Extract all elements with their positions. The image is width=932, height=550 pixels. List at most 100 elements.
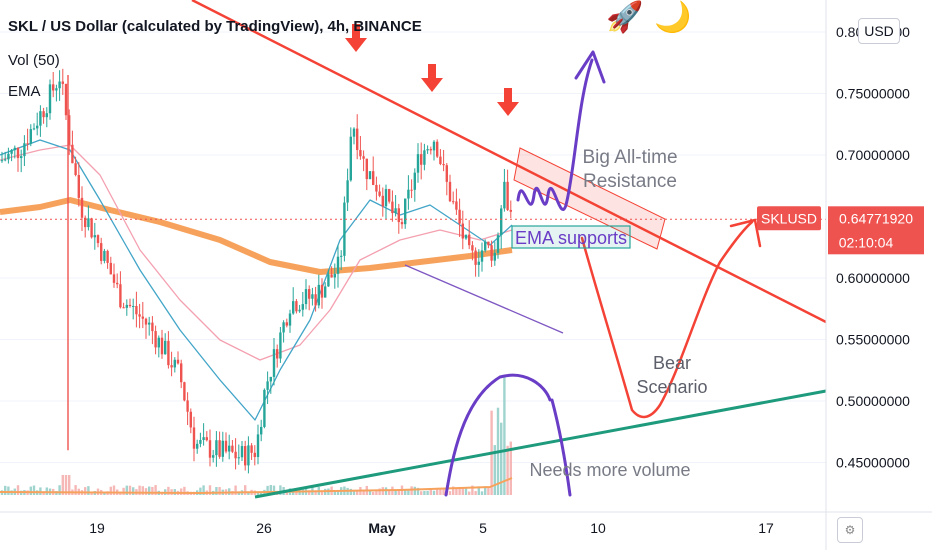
candle-body	[141, 316, 144, 319]
candle-body	[61, 81, 64, 84]
candle-body	[90, 218, 93, 238]
candle-body	[298, 309, 301, 312]
volume-bar	[404, 489, 407, 495]
volume-bar	[199, 487, 202, 495]
drawings: Big All-time Resistance Bear Scenario EMA su…	[0, 0, 827, 499]
candle-body	[55, 88, 58, 91]
volume-bar	[333, 491, 336, 495]
candle-body	[205, 437, 208, 441]
candle-body	[432, 141, 436, 151]
candle-body	[340, 255, 343, 257]
candle-body	[471, 245, 474, 251]
candle-body	[109, 262, 112, 275]
volume-bar	[87, 486, 90, 495]
ema-supports-label: EMA supports	[515, 228, 627, 248]
candle-body	[317, 284, 320, 306]
candle-body	[135, 305, 138, 315]
volume-bar	[16, 485, 20, 495]
volume-bar	[84, 487, 87, 495]
candle-body	[48, 84, 52, 114]
candle-body	[58, 81, 61, 89]
candle-body	[477, 261, 480, 265]
candle-body	[400, 222, 404, 225]
candle-body	[439, 156, 442, 165]
candle-body	[503, 181, 506, 209]
x-tick-label: May	[368, 520, 395, 536]
ema-lines	[0, 139, 513, 494]
candle-body	[148, 322, 151, 325]
volume-bar	[410, 486, 413, 495]
volume-bar	[61, 475, 64, 495]
rocket-icon: 🚀	[606, 1, 644, 34]
volume-bar	[151, 486, 154, 495]
volume-bar	[64, 475, 68, 495]
candle-body	[346, 180, 349, 203]
candle-body	[138, 314, 141, 317]
candle-body	[192, 427, 196, 449]
candle-body	[397, 208, 400, 223]
volume-bar	[429, 488, 432, 495]
candle-body	[496, 235, 500, 253]
candle-body	[343, 202, 346, 256]
volume-bar	[180, 488, 183, 495]
volume-bar	[144, 488, 148, 495]
candle-body	[378, 191, 381, 196]
ema-long-line	[0, 197, 513, 275]
candle-body	[93, 235, 96, 238]
candle-body	[474, 250, 477, 265]
candle-body	[116, 282, 119, 285]
candle-body	[16, 147, 20, 159]
candle-body	[372, 171, 375, 185]
candle-body	[436, 141, 439, 157]
volume-arc-tail	[550, 398, 572, 497]
candle-body	[442, 164, 445, 166]
candle-body	[68, 115, 71, 145]
candle-body	[80, 197, 84, 218]
ema-supports-box	[511, 225, 631, 249]
volume-bar	[458, 486, 461, 495]
candle-body	[122, 307, 125, 309]
candle-body	[413, 172, 416, 190]
volume-bar	[442, 488, 445, 495]
volume-bar	[247, 491, 250, 495]
bear-scenario-label: Bear Scenario	[636, 353, 707, 397]
volume-bar	[448, 491, 452, 495]
candle-body	[29, 129, 32, 144]
bull-path	[516, 58, 594, 211]
candle-body	[410, 189, 413, 191]
volume-bar	[426, 490, 429, 495]
candle-body	[260, 426, 263, 435]
candle-body	[87, 218, 90, 228]
price-tag-value: 0.64771920	[839, 210, 913, 226]
currency-button[interactable]: USD	[858, 18, 900, 44]
candle-body	[196, 443, 199, 449]
volume-bar	[397, 489, 400, 495]
volume-bar	[356, 490, 359, 495]
candle-body	[42, 111, 45, 118]
candle-body	[167, 340, 170, 366]
candle-body	[234, 451, 237, 459]
candle-body	[250, 445, 253, 453]
needs-volume-label: Needs more volume	[529, 460, 690, 480]
volume-bar	[484, 486, 487, 495]
volume-bar	[413, 486, 416, 495]
candle-body	[151, 322, 154, 332]
candle-body	[320, 284, 324, 298]
volume-bar	[320, 491, 324, 495]
candle-body	[0, 160, 4, 162]
candle-body	[244, 446, 247, 466]
volume-bar	[509, 441, 512, 495]
volume-bar	[29, 486, 32, 495]
volume-bar	[141, 486, 144, 495]
candle-body	[240, 446, 244, 458]
y-tick-label: 0.60000000	[836, 270, 910, 286]
candle-body	[269, 376, 272, 382]
bear-path	[580, 220, 754, 419]
volume-bar	[493, 445, 496, 495]
price-tag-countdown: 02:10:04	[839, 234, 894, 250]
settings-icon[interactable]: ⚙	[837, 517, 863, 543]
bear-arrowhead	[729, 218, 762, 248]
candle-body	[500, 208, 503, 236]
